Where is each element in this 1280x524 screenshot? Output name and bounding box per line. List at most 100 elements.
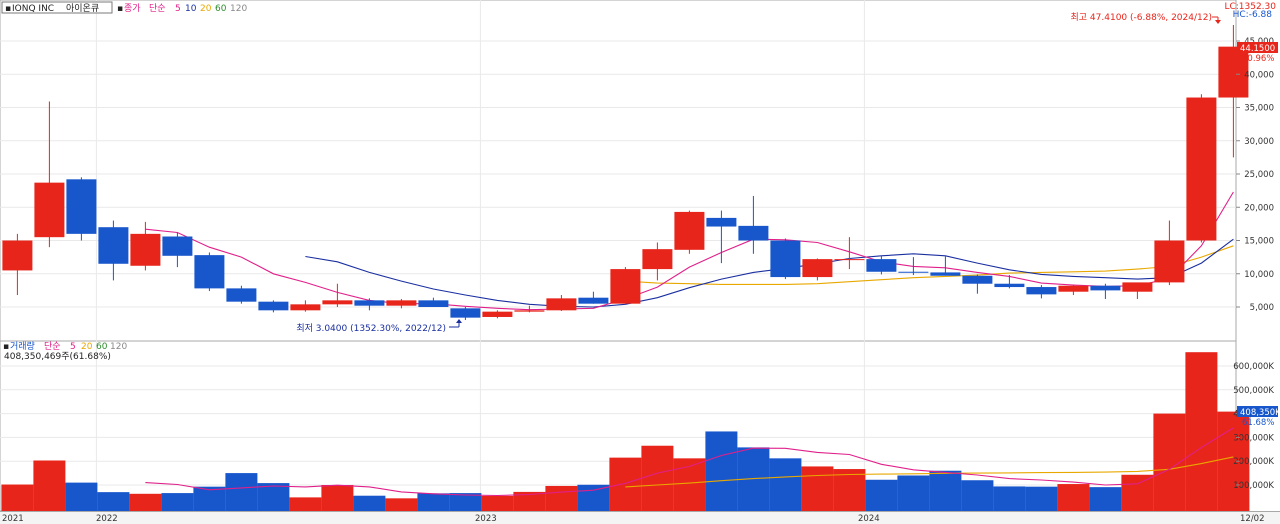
candlestick-series [2, 24, 1249, 321]
volume-badge-pct: 61.68% [1242, 418, 1274, 428]
volume-bar [1089, 487, 1122, 511]
volume-tick-label: 100,000K [1233, 481, 1274, 491]
volume-bar [33, 460, 66, 511]
volume-bar [545, 485, 578, 511]
candle-body [322, 300, 353, 305]
candle-body [1186, 97, 1217, 241]
volume-ma20-label: 20 [81, 342, 93, 352]
volume-legend: ▪ 거래량 단순 5 20 60 120 408,350,469주(61.68%… [3, 340, 127, 362]
candle [226, 285, 257, 304]
volume-tick-label: 200,000K [1233, 457, 1274, 467]
candle [1186, 94, 1217, 243]
volume-bar [353, 495, 386, 511]
symbol-icon: ▪ [5, 4, 11, 14]
volume-bar [801, 466, 834, 511]
candle [706, 210, 737, 264]
volume-bar [1121, 474, 1154, 511]
candle [994, 275, 1025, 289]
candle [418, 297, 449, 307]
volume-current-text: 408,350,469주(61.68%) [4, 351, 111, 362]
volume-tick-label: 600,000K [1233, 362, 1274, 372]
candle-body [1218, 46, 1249, 98]
candle-body [386, 300, 417, 306]
volume-bar [929, 470, 962, 511]
candle [2, 233, 33, 296]
volume-bar [961, 480, 994, 511]
candle-body [610, 269, 641, 304]
candle [354, 298, 385, 311]
symbol-box[interactable] [1, 1, 113, 14]
ma10-label: 10 [185, 4, 197, 14]
candle [66, 177, 97, 241]
price-tick-label: 20,000 [1244, 203, 1274, 213]
volume-bar [897, 475, 930, 511]
candle-body [482, 311, 513, 317]
ma60-label: 60 [215, 4, 227, 14]
candle-body [194, 255, 225, 289]
candle [1154, 220, 1185, 286]
candle-body [738, 225, 769, 241]
volume-ma5-label: 5 [70, 342, 76, 352]
volume-ma120-label: 120 [110, 342, 127, 352]
price-legend: ▪ IONQ INC 아이온큐 ▪ 종가 단순 5 10 20 60 120 [1, 1, 247, 14]
volume-bar [1057, 484, 1090, 511]
candle [258, 300, 289, 313]
candle-body [354, 300, 385, 306]
volume-bar [1185, 352, 1218, 511]
candle [770, 238, 801, 280]
candle [834, 237, 865, 270]
candle-body [1154, 240, 1185, 283]
candle-body [2, 240, 33, 271]
volume-bar [97, 492, 130, 511]
high-annotation: 최고 47.4100 (-6.88%, 2024/12) [1071, 12, 1221, 24]
candle [1026, 285, 1057, 299]
volume-bar [289, 497, 322, 511]
price-tick-label: 35,000 [1244, 104, 1274, 114]
low-annotation-text: 최저 3.0400 (1352.30%, 2022/12) [296, 323, 446, 334]
volume-bar [225, 473, 258, 511]
candle-body [226, 288, 257, 302]
volume-bar [641, 445, 674, 511]
date-tick-label: 2024 [858, 514, 880, 524]
candle [1122, 282, 1153, 300]
high-annotation-text: 최고 47.4100 (-6.88%, 2024/12) [1071, 12, 1212, 23]
volume-bar [609, 457, 642, 511]
candle-body [66, 179, 97, 234]
volume-bar [673, 458, 706, 511]
candle-body [258, 301, 289, 311]
candle [642, 242, 673, 281]
candle-body [674, 211, 705, 250]
volume-ma-type: 단순 [44, 341, 61, 352]
price-label: 종가 [124, 3, 141, 14]
price-badge-pct: 20.96% [1242, 54, 1274, 64]
candle-body [834, 259, 865, 261]
volume-bar [833, 469, 866, 511]
volume-bar [705, 431, 738, 511]
candle-body [1026, 287, 1057, 295]
candle [162, 232, 193, 268]
volume-bar [257, 483, 290, 511]
low-arrow-icon [456, 319, 462, 323]
volume-bar [193, 486, 226, 511]
candle-body [930, 272, 961, 276]
volume-bar [161, 493, 194, 511]
volume-badge-value: 408,350K [1240, 408, 1280, 418]
candle-body [290, 304, 321, 311]
ma10-line [305, 238, 1234, 308]
candle [194, 252, 225, 292]
volume-moving-averages [145, 427, 1234, 497]
volume-tick-label: 300,000K [1233, 433, 1274, 443]
volume-bar [129, 493, 162, 511]
candle [578, 291, 609, 304]
candle-body [802, 259, 833, 278]
price-tick-label: 15,000 [1244, 237, 1274, 247]
price-tick-label: 25,000 [1244, 170, 1274, 180]
candle [322, 283, 353, 307]
volume-bar [769, 458, 802, 511]
hc-value: HC:-6.88 [1233, 10, 1273, 20]
candle [450, 307, 481, 321]
volume-ma5-line [145, 427, 1234, 497]
candle-body [98, 227, 129, 264]
volume-bar [513, 491, 546, 511]
candle [674, 210, 705, 254]
